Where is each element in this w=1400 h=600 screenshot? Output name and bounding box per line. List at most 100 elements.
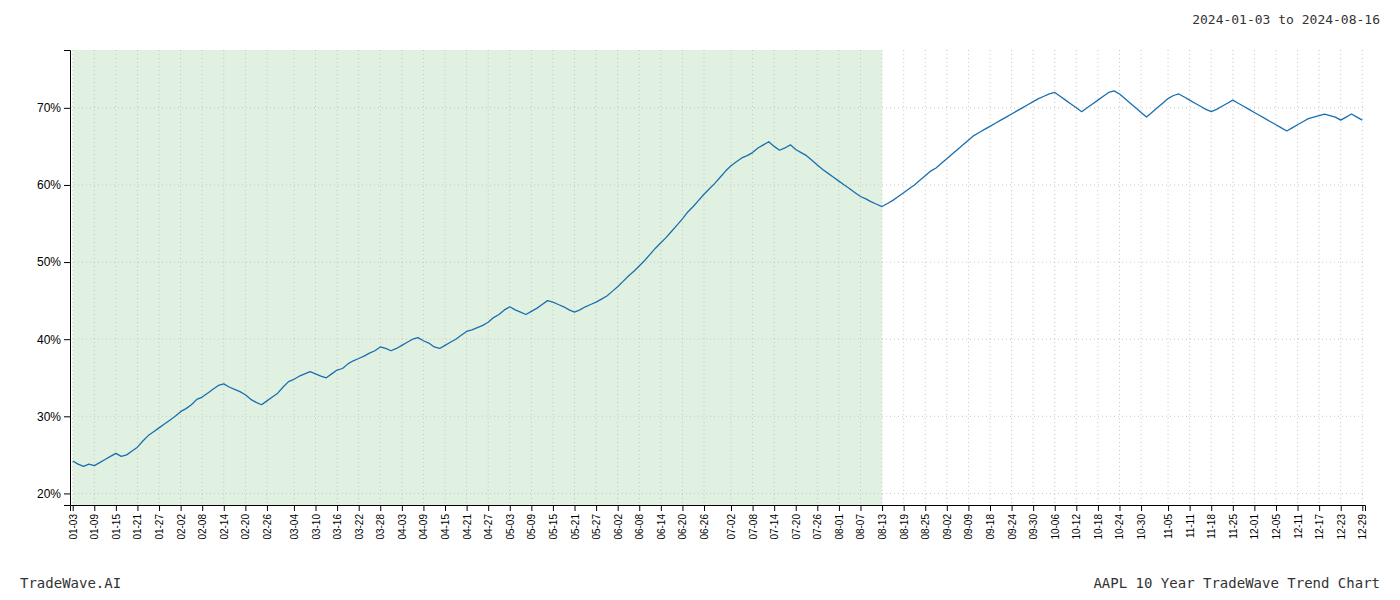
x-tick: 09-30 bbox=[1028, 505, 1039, 540]
x-tick: 06-02 bbox=[613, 505, 624, 540]
x-grid-line bbox=[315, 50, 316, 505]
x-tick-label: 07-02 bbox=[726, 514, 737, 540]
x-tick: 10-18 bbox=[1093, 505, 1104, 540]
x-grid-line bbox=[552, 50, 553, 505]
x-grid-line bbox=[202, 50, 203, 505]
x-tick-mark bbox=[337, 505, 338, 511]
x-tick-mark bbox=[904, 505, 905, 511]
x-tick: 04-27 bbox=[483, 505, 494, 540]
x-tick-label: 05-03 bbox=[505, 514, 516, 540]
x-tick: 01-27 bbox=[154, 505, 165, 540]
x-tick: 03-04 bbox=[289, 505, 300, 540]
x-tick-label: 06-14 bbox=[656, 514, 667, 540]
x-tick-label: 08-19 bbox=[899, 514, 910, 540]
x-tick-mark bbox=[1098, 505, 1099, 511]
x-tick-label: 06-26 bbox=[699, 514, 710, 540]
x-tick-label: 09-02 bbox=[942, 514, 953, 540]
x-tick-mark bbox=[618, 505, 619, 511]
x-grid-line bbox=[115, 50, 116, 505]
x-grid-line bbox=[682, 50, 683, 505]
x-grid-line bbox=[968, 50, 969, 505]
y-tick: 30% bbox=[37, 410, 70, 424]
y-tick: 40% bbox=[37, 333, 70, 347]
x-tick-mark bbox=[682, 505, 683, 511]
x-tick: 07-02 bbox=[726, 505, 737, 540]
x-tick-mark bbox=[510, 505, 511, 511]
x-tick-label: 09-09 bbox=[963, 514, 974, 540]
x-tick-label: 12-11 bbox=[1293, 514, 1304, 539]
x-tick-label: 10-30 bbox=[1136, 514, 1147, 540]
x-tick-mark bbox=[380, 505, 381, 511]
x-grid-line bbox=[245, 50, 246, 505]
x-tick-mark bbox=[1119, 505, 1120, 511]
x-tick-label: 01-15 bbox=[111, 514, 122, 540]
x-tick-mark bbox=[245, 505, 246, 511]
x-tick-mark bbox=[796, 505, 797, 511]
x-tick-label: 01-09 bbox=[89, 514, 100, 540]
x-tick-mark bbox=[1190, 505, 1191, 511]
x-tick: 12-17 bbox=[1314, 505, 1325, 540]
x-grid-line bbox=[159, 50, 160, 505]
x-tick-mark bbox=[1341, 505, 1342, 511]
x-tick: 06-26 bbox=[699, 505, 710, 540]
x-tick: 12-01 bbox=[1249, 505, 1260, 540]
x-grid-line bbox=[596, 50, 597, 505]
x-tick-label: 04-21 bbox=[462, 514, 473, 540]
y-tick-label: 20% bbox=[37, 487, 61, 501]
y-grid-line bbox=[70, 493, 1365, 494]
x-grid-line bbox=[1076, 50, 1077, 505]
x-tick-label: 08-01 bbox=[834, 514, 845, 540]
x-tick-mark bbox=[531, 505, 532, 511]
x-grid-line bbox=[488, 50, 489, 505]
x-tick-mark bbox=[882, 505, 883, 511]
x-grid-line bbox=[1275, 50, 1276, 505]
x-grid-line bbox=[1232, 50, 1233, 505]
x-grid-line bbox=[266, 50, 267, 505]
x-tick-label: 05-27 bbox=[591, 514, 602, 540]
x-tick: 05-27 bbox=[591, 505, 602, 540]
x-tick-mark bbox=[359, 505, 360, 511]
y-axis-line bbox=[64, 51, 71, 506]
x-tick-mark bbox=[467, 505, 468, 511]
x-tick: 04-21 bbox=[462, 505, 473, 540]
x-tick-mark bbox=[839, 505, 840, 511]
x-tick-mark bbox=[1362, 505, 1363, 511]
x-grid-line bbox=[574, 50, 575, 505]
y-axis: 20%30%40%50%60%70% bbox=[37, 51, 71, 506]
x-tick-mark bbox=[596, 505, 597, 511]
x-grid-line bbox=[860, 50, 861, 505]
x-tick-label: 12-23 bbox=[1336, 514, 1347, 540]
x-tick: 08-07 bbox=[855, 505, 866, 540]
x-grid-line bbox=[660, 50, 661, 505]
x-tick-label: 04-09 bbox=[418, 514, 429, 540]
x-tick-label: 01-27 bbox=[154, 514, 165, 540]
x-tick-label: 02-08 bbox=[197, 514, 208, 540]
y-tick: 20% bbox=[37, 487, 70, 501]
x-tick-mark bbox=[639, 505, 640, 511]
x-grid-line bbox=[223, 50, 224, 505]
x-grid-line bbox=[358, 50, 359, 505]
grid bbox=[70, 50, 1365, 505]
x-tick-mark bbox=[860, 505, 861, 511]
x-tick-label: 03-10 bbox=[311, 514, 322, 540]
x-tick: 02-14 bbox=[219, 505, 230, 540]
x-tick-label: 09-24 bbox=[1007, 514, 1018, 540]
x-tick: 11-18 bbox=[1206, 505, 1217, 539]
y-tick-label: 40% bbox=[37, 333, 61, 347]
x-axis-line bbox=[71, 506, 1366, 512]
x-tick-label: 02-14 bbox=[219, 514, 230, 540]
x-tick: 09-18 bbox=[985, 505, 996, 540]
x-tick-label: 12-29 bbox=[1357, 514, 1368, 540]
x-tick: 10-12 bbox=[1071, 505, 1082, 540]
x-tick-mark bbox=[1141, 505, 1142, 511]
x-tick-label: 08-07 bbox=[855, 514, 866, 540]
x-grid-line bbox=[1168, 50, 1169, 505]
x-tick: 05-03 bbox=[505, 505, 516, 540]
footer-right: AAPL 10 Year TradeWave Trend Chart bbox=[1093, 575, 1380, 591]
y-grid-line bbox=[70, 339, 1365, 340]
x-grid-line bbox=[1033, 50, 1034, 505]
x-tick-mark bbox=[575, 505, 576, 511]
x-tick: 10-06 bbox=[1050, 505, 1061, 540]
x-tick-mark bbox=[1319, 505, 1320, 511]
x-grid-line bbox=[989, 50, 990, 505]
